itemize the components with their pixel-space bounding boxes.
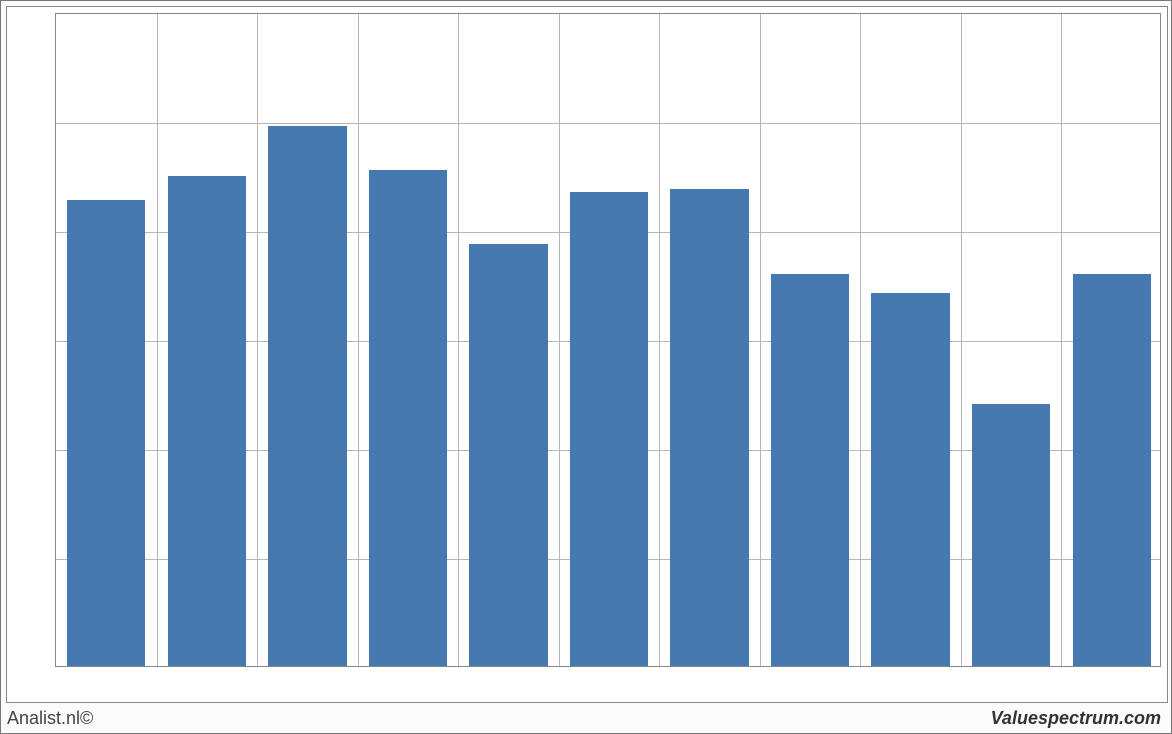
bar (871, 293, 949, 666)
bar (268, 126, 346, 666)
bar (972, 404, 1050, 666)
gridline-vertical (458, 14, 459, 666)
bar (67, 200, 145, 666)
chart-container: 0204060801001202011201220132014201520162… (0, 0, 1172, 734)
gridline-vertical (860, 14, 861, 666)
gridline-vertical (559, 14, 560, 666)
bar (469, 244, 547, 666)
gridline-vertical (358, 14, 359, 666)
gridline-vertical (760, 14, 761, 666)
gridline-vertical (1061, 14, 1062, 666)
gridline-vertical (961, 14, 962, 666)
bar (570, 192, 648, 666)
bar (1073, 274, 1151, 666)
gridline-vertical (157, 14, 158, 666)
plot-area: 0204060801001202011201220132014201520162… (55, 13, 1161, 667)
bar (771, 274, 849, 666)
gridline-vertical (659, 14, 660, 666)
footer-right-credit: Valuespectrum.com (991, 708, 1161, 729)
gridline-horizontal (56, 123, 1160, 124)
bar (670, 189, 748, 666)
gridline-vertical (257, 14, 258, 666)
bar (369, 170, 447, 666)
footer-left-credit: Analist.nl© (7, 708, 93, 729)
bar (168, 176, 246, 667)
